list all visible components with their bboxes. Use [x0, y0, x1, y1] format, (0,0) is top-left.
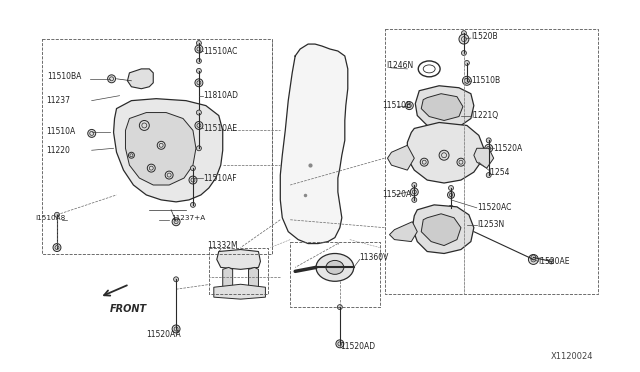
Text: 11237: 11237 [46, 96, 70, 105]
Circle shape [191, 202, 195, 207]
Text: 11220: 11220 [46, 146, 70, 155]
Circle shape [337, 305, 342, 310]
Circle shape [336, 340, 344, 348]
Circle shape [54, 212, 60, 217]
Circle shape [529, 254, 538, 264]
Circle shape [165, 171, 173, 179]
Text: 11510AF: 11510AF [203, 174, 237, 183]
Circle shape [196, 58, 202, 63]
Polygon shape [113, 99, 223, 202]
Text: I1510A8: I1510A8 [35, 215, 65, 221]
Circle shape [129, 152, 134, 158]
Circle shape [195, 45, 203, 53]
Text: I1253N: I1253N [477, 220, 504, 229]
Text: 11520A: 11520A [493, 144, 523, 153]
Circle shape [410, 188, 419, 196]
Text: I1221Q: I1221Q [471, 111, 498, 120]
Circle shape [463, 76, 472, 85]
Polygon shape [127, 69, 153, 89]
Polygon shape [217, 250, 260, 269]
Polygon shape [421, 94, 463, 121]
Circle shape [172, 325, 180, 333]
Circle shape [461, 31, 467, 36]
Circle shape [147, 164, 156, 172]
Ellipse shape [326, 260, 344, 274]
Circle shape [461, 51, 467, 55]
Circle shape [189, 176, 197, 184]
Text: 11520AA: 11520AA [147, 330, 181, 339]
Circle shape [465, 60, 469, 65]
Circle shape [173, 277, 179, 282]
Text: FRONT: FRONT [109, 304, 147, 314]
Circle shape [486, 138, 492, 143]
Circle shape [196, 110, 202, 115]
Circle shape [173, 327, 179, 331]
Circle shape [412, 198, 417, 202]
Polygon shape [248, 267, 259, 289]
Polygon shape [412, 205, 474, 253]
Text: 11810AD: 11810AD [203, 91, 238, 100]
Text: 11510B: 11510B [471, 76, 500, 85]
Circle shape [449, 186, 454, 190]
Circle shape [195, 79, 203, 87]
Circle shape [486, 173, 492, 177]
Text: 11510BA: 11510BA [47, 72, 81, 81]
Text: 11520A: 11520A [383, 190, 412, 199]
Circle shape [196, 106, 202, 111]
Circle shape [196, 68, 202, 73]
Circle shape [172, 218, 180, 226]
Text: 11520AD: 11520AD [340, 342, 375, 351]
Polygon shape [390, 222, 417, 241]
Circle shape [420, 158, 428, 166]
Text: 11510A: 11510A [46, 127, 76, 136]
Circle shape [157, 141, 165, 149]
Circle shape [196, 41, 202, 45]
Circle shape [465, 78, 469, 83]
Text: I1246N: I1246N [387, 61, 413, 70]
Text: I1520B: I1520B [471, 32, 497, 41]
Circle shape [447, 192, 454, 198]
Text: 11237+A: 11237+A [171, 215, 205, 221]
Circle shape [196, 146, 202, 151]
Text: X1120024: X1120024 [550, 352, 593, 361]
Circle shape [108, 75, 116, 83]
Circle shape [195, 122, 203, 129]
Circle shape [457, 158, 465, 166]
Polygon shape [407, 122, 484, 183]
Polygon shape [223, 267, 233, 289]
Polygon shape [474, 148, 493, 168]
Text: I1254: I1254 [489, 168, 510, 177]
Circle shape [191, 166, 195, 171]
Circle shape [405, 102, 413, 110]
Circle shape [484, 144, 493, 152]
Text: I1520AE: I1520AE [538, 257, 570, 266]
Text: 11332M: 11332M [207, 241, 237, 250]
Polygon shape [125, 113, 196, 185]
Polygon shape [280, 44, 348, 244]
Ellipse shape [316, 253, 354, 281]
Circle shape [459, 34, 469, 44]
Circle shape [531, 255, 536, 260]
Circle shape [412, 183, 417, 187]
Polygon shape [214, 284, 266, 299]
Text: 11360V: 11360V [360, 253, 389, 262]
Text: 11520AC: 11520AC [477, 203, 511, 212]
Circle shape [439, 150, 449, 160]
Text: 11510AE: 11510AE [203, 124, 237, 133]
Polygon shape [421, 214, 461, 246]
Circle shape [140, 121, 149, 131]
Circle shape [54, 245, 60, 250]
Circle shape [88, 129, 96, 137]
Circle shape [337, 341, 342, 346]
Text: 11510B: 11510B [383, 101, 412, 110]
Circle shape [449, 205, 454, 210]
Circle shape [548, 259, 554, 264]
Text: 11510AC: 11510AC [203, 46, 237, 55]
Polygon shape [415, 86, 474, 128]
Circle shape [53, 244, 61, 251]
Polygon shape [387, 145, 414, 170]
